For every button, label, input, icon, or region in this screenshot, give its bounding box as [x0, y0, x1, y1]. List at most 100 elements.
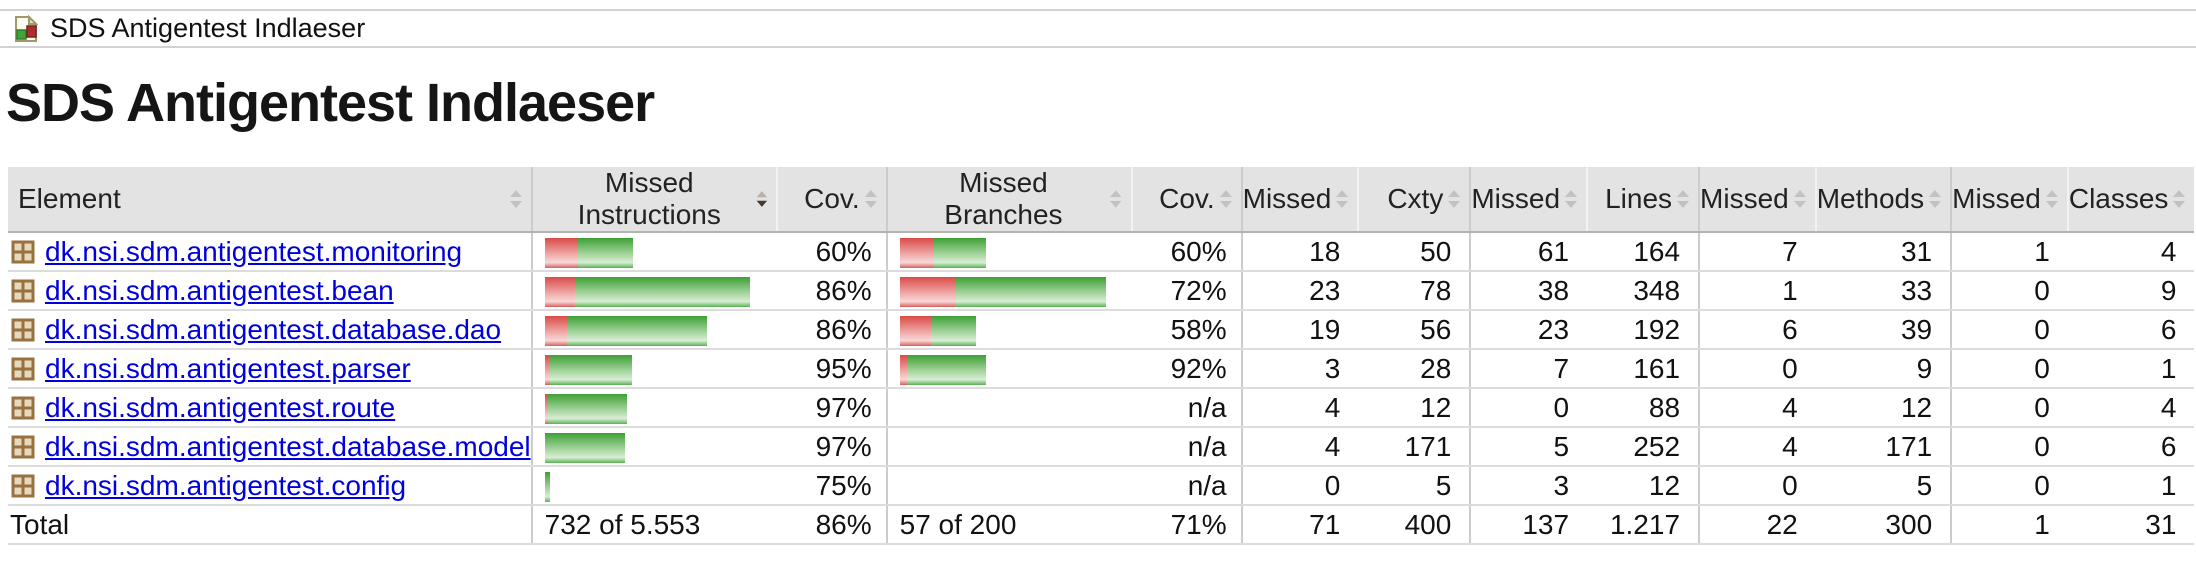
- missed-cxty-cell: 19: [1241, 310, 1359, 351]
- missed-branches-cell: [886, 232, 1132, 273]
- methods-cell: 12: [1815, 388, 1953, 429]
- covered-bar-segment: [547, 394, 627, 425]
- lines-cell: 348: [1587, 271, 1701, 312]
- missed-branches-cell: [886, 466, 1132, 507]
- missed-instructions-cell: [531, 310, 777, 351]
- column-header-cov-[interactable]: Cov.: [775, 167, 888, 234]
- missed-methods-cell: 7: [1699, 232, 1816, 273]
- column-label: Missed: [1700, 183, 1789, 215]
- missed-methods-cell: 1: [1699, 271, 1816, 312]
- missed-methods-cell: 4: [1699, 427, 1816, 468]
- report-icon: [12, 14, 40, 43]
- instructions-coverage-cell: 60%: [776, 232, 888, 273]
- missed-lines-cell: 3: [1470, 466, 1588, 507]
- methods-cell: 39: [1815, 310, 1953, 351]
- missed-cxty-cell: 4: [1241, 388, 1359, 429]
- column-header-cov-[interactable]: Cov.: [1130, 167, 1243, 234]
- package-link[interactable]: dk.nsi.sdm.antigentest.database.model: [45, 430, 531, 462]
- missed-classes-cell: 0: [1951, 349, 2068, 390]
- sort-icon: [1929, 190, 1942, 209]
- package-link[interactable]: dk.nsi.sdm.antigentest.database.dao: [45, 313, 502, 345]
- package-icon: [11, 240, 35, 264]
- column-header-missed[interactable]: Missed: [1469, 167, 1588, 234]
- missed-classes-cell: 0: [1951, 310, 2068, 351]
- column-label: Cov.: [804, 183, 860, 215]
- branches-bar: [899, 353, 986, 386]
- missed-instructions-cell: [531, 427, 777, 468]
- covered-bar-segment: [566, 316, 707, 347]
- cxty-cell: 171: [1358, 427, 1472, 468]
- instructions-coverage-cell: 97%: [776, 388, 888, 429]
- column-header-methods[interactable]: Methods: [1814, 167, 1953, 234]
- breadcrumb-current-page[interactable]: SDS Antigentest Indlaeser: [50, 13, 366, 43]
- missed-methods-cell: 0: [1699, 466, 1816, 507]
- branches-coverage-cell: 72%: [1131, 271, 1243, 312]
- package-icon: [11, 396, 35, 420]
- branches-bar: [899, 236, 986, 269]
- column-header-element[interactable]: Element: [8, 167, 533, 234]
- header-row: Element Missed Instructions Cov. Missed Bra…: [8, 167, 2195, 234]
- total-methods-cell: 300: [1815, 505, 1953, 546]
- total-missed-methods-cell: 22: [1699, 505, 1816, 546]
- missed-classes-cell: 1: [1951, 232, 2068, 273]
- missed-methods-cell: 0: [1699, 349, 1816, 390]
- element-cell: dk.nsi.sdm.antigentest.route: [8, 388, 533, 429]
- methods-cell: 5: [1815, 466, 1953, 507]
- total-classes-cell: 31: [2067, 505, 2195, 546]
- column-label: Cxty: [1387, 183, 1444, 215]
- column-header-classes[interactable]: Classes: [2066, 167, 2195, 234]
- sort-icon: [1110, 190, 1122, 209]
- cxty-cell: 78: [1358, 271, 1472, 312]
- instructions-bar: [544, 431, 625, 464]
- total-missed-branches-cell: 57 of 200: [886, 505, 1132, 546]
- column-header-missed[interactable]: Missed: [1698, 167, 1816, 234]
- column-label: Missed: [1471, 183, 1561, 215]
- sort-icon: [509, 190, 522, 209]
- sort-icon: [1565, 190, 1578, 209]
- sort-icon: [2173, 190, 2186, 209]
- missed-instructions-cell: [531, 271, 777, 312]
- covered-bar-segment: [906, 355, 986, 386]
- column-label: Missed Branches: [944, 167, 1063, 231]
- instructions-bar: [544, 470, 550, 503]
- total-missed-classes-cell: 1: [1951, 505, 2068, 546]
- covered-bar-segment: [933, 238, 986, 269]
- column-header-missed-branches[interactable]: Missed Branches: [885, 167, 1132, 234]
- instructions-bar: [544, 353, 632, 386]
- branches-coverage-cell: 92%: [1131, 349, 1243, 390]
- table-row: dk.nsi.sdm.antigentest.monitoring 60% 60% 1…: [8, 232, 2195, 273]
- cxty-cell: 5: [1358, 466, 1472, 507]
- package-link[interactable]: dk.nsi.sdm.antigentest.bean: [45, 274, 394, 306]
- cxty-cell: 28: [1358, 349, 1472, 390]
- covered-bar-segment: [574, 277, 750, 308]
- classes-cell: 4: [2067, 388, 2195, 429]
- column-header-missed[interactable]: Missed: [1950, 167, 2068, 234]
- total-cxty-cell: 400: [1358, 505, 1472, 546]
- missed-bar-segment: [544, 238, 578, 269]
- column-header-missed-instructions[interactable]: Missed Instructions: [530, 167, 777, 234]
- missed-lines-cell: 61: [1470, 232, 1588, 273]
- total-missed-instructions-cell: 732 of 5.553: [531, 505, 777, 546]
- package-link[interactable]: dk.nsi.sdm.antigentest.config: [45, 469, 407, 501]
- element-cell: dk.nsi.sdm.antigentest.parser: [8, 349, 533, 390]
- sort-icon: [1336, 190, 1349, 209]
- instructions-coverage-cell: 86%: [776, 271, 888, 312]
- column-header-missed[interactable]: Missed: [1240, 167, 1359, 234]
- column-header-lines[interactable]: Lines: [1586, 167, 1701, 234]
- package-link[interactable]: dk.nsi.sdm.antigentest.monitoring: [45, 235, 463, 267]
- missed-instructions-cell: [531, 466, 777, 507]
- package-link[interactable]: dk.nsi.sdm.antigentest.parser: [45, 352, 411, 384]
- missed-cxty-cell: 4: [1241, 427, 1359, 468]
- methods-cell: 171: [1815, 427, 1953, 468]
- missed-lines-cell: 38: [1470, 271, 1588, 312]
- package-link[interactable]: dk.nsi.sdm.antigentest.route: [45, 391, 396, 423]
- missed-branches-cell: [886, 388, 1132, 429]
- classes-cell: 1: [2067, 349, 2195, 390]
- sort-icon: [1448, 190, 1461, 209]
- cxty-cell: 50: [1358, 232, 1472, 273]
- missed-cxty-cell: 3: [1241, 349, 1359, 390]
- column-header-cxty[interactable]: Cxty: [1357, 167, 1472, 234]
- column-label: Missed: [1242, 183, 1332, 215]
- total-row: Total 732 of 5.553 86% 57 of 200 71% 71 400 137…: [8, 505, 2195, 546]
- lines-cell: 161: [1587, 349, 1701, 390]
